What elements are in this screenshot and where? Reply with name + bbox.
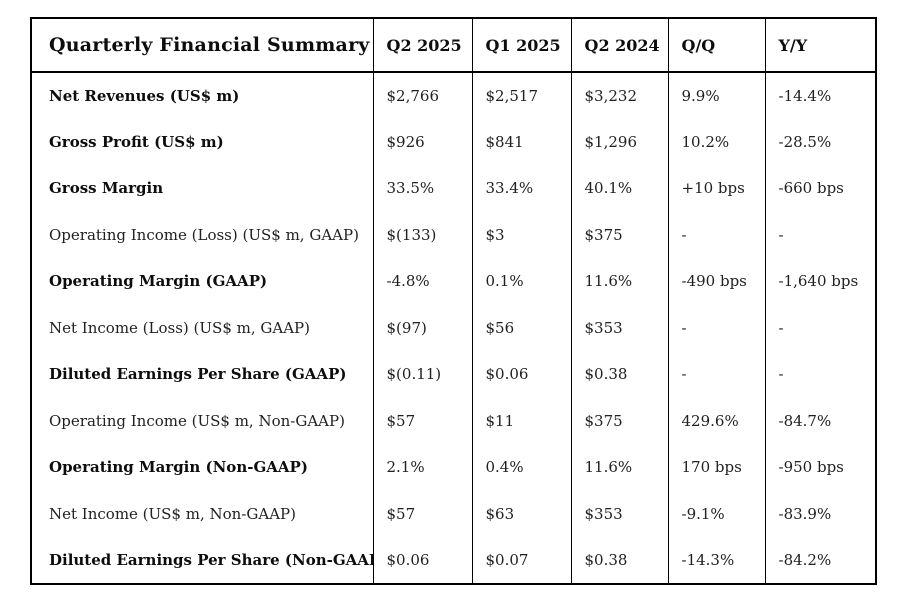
table-row-operating-income-non-gaap: Operating Income (US$ m, Non-GAAP) $57 $… (30, 397, 877, 444)
cell-value: 0.4% (471, 444, 572, 491)
cell-value: - (764, 351, 877, 398)
row-label: Operating Margin (Non-GAAP) (30, 444, 374, 491)
cell-value: +10 bps (667, 165, 766, 212)
cell-value: $2,517 (471, 72, 572, 119)
row-label: Diluted Earnings Per Share (Non-GAAP) (30, 537, 374, 584)
header-row: Quarterly Financial Summary Q2 2025 Q1 2… (30, 18, 877, 73)
cell-value: 40.1% (570, 165, 669, 212)
cell-value: 11.6% (570, 444, 669, 491)
cell-value: 0.1% (471, 258, 572, 305)
cell-value: $3,232 (570, 72, 669, 119)
cell-value: $56 (471, 304, 572, 351)
column-header-q1-2025: Q1 2025 (471, 18, 572, 73)
cell-value: -83.9% (764, 490, 877, 537)
cell-value: -4.8% (372, 258, 473, 305)
column-header-q2-2025: Q2 2025 (372, 18, 473, 73)
table-row-operating-margin-gaap: Operating Margin (GAAP) -4.8% 0.1% 11.6%… (30, 258, 877, 305)
row-label: Operating Income (US$ m, Non-GAAP) (30, 397, 374, 444)
row-label: Gross Margin (30, 165, 374, 212)
cell-value: -9.1% (667, 490, 766, 537)
cell-value: -28.5% (764, 118, 877, 165)
cell-value: - (667, 211, 766, 258)
cell-value: $0.07 (471, 537, 572, 584)
cell-value: -84.7% (764, 397, 877, 444)
cell-value: $0.06 (471, 351, 572, 398)
cell-value: $57 (372, 397, 473, 444)
table-row-net-income-non-gaap: Net Income (US$ m, Non-GAAP) $57 $63 $35… (30, 490, 877, 537)
cell-value: -14.4% (764, 72, 877, 119)
table-row-operating-income-gaap: Operating Income (Loss) (US$ m, GAAP) $(… (30, 211, 877, 258)
quarterly-financial-summary-table: Quarterly Financial Summary Q2 2025 Q1 2… (30, 17, 877, 585)
cell-value: 170 bps (667, 444, 766, 491)
table-row-net-income-gaap: Net Income (Loss) (US$ m, GAAP) $(97) $5… (30, 304, 877, 351)
cell-value: $2,766 (372, 72, 473, 119)
row-label: Net Revenues (US$ m) (30, 72, 374, 119)
cell-value: $1,296 (570, 118, 669, 165)
cell-value: - (764, 304, 877, 351)
cell-value: $0.38 (570, 351, 669, 398)
cell-value: 33.5% (372, 165, 473, 212)
row-label: Net Income (Loss) (US$ m, GAAP) (30, 304, 374, 351)
cell-value: 2.1% (372, 444, 473, 491)
cell-value: - (667, 304, 766, 351)
cell-value: $57 (372, 490, 473, 537)
cell-value: - (667, 351, 766, 398)
cell-value: $353 (570, 304, 669, 351)
cell-value: -660 bps (764, 165, 877, 212)
cell-value: -490 bps (667, 258, 766, 305)
row-label: Net Income (US$ m, Non-GAAP) (30, 490, 374, 537)
column-header-q2-2024: Q2 2024 (570, 18, 669, 73)
cell-value: $0.06 (372, 537, 473, 584)
cell-value: $3 (471, 211, 572, 258)
table-row-net-revenues: Net Revenues (US$ m) $2,766 $2,517 $3,23… (30, 72, 877, 119)
column-header-qoq: Q/Q (667, 18, 766, 73)
cell-value: -1,640 bps (764, 258, 877, 305)
column-header-yoy: Y/Y (764, 18, 877, 73)
cell-value: $(133) (372, 211, 473, 258)
cell-value: $375 (570, 211, 669, 258)
table-row-diluted-eps-gaap: Diluted Earnings Per Share (GAAP) $(0.11… (30, 351, 877, 398)
table-row-gross-margin: Gross Margin 33.5% 33.4% 40.1% +10 bps -… (30, 165, 877, 212)
cell-value: $63 (471, 490, 572, 537)
cell-value: 9.9% (667, 72, 766, 119)
cell-value: 10.2% (667, 118, 766, 165)
cell-value: 429.6% (667, 397, 766, 444)
cell-value: $0.38 (570, 537, 669, 584)
cell-value: -950 bps (764, 444, 877, 491)
cell-value: $(0.11) (372, 351, 473, 398)
row-label: Diluted Earnings Per Share (GAAP) (30, 351, 374, 398)
row-label: Operating Margin (GAAP) (30, 258, 374, 305)
cell-value: 11.6% (570, 258, 669, 305)
cell-value: 33.4% (471, 165, 572, 212)
cell-value: $353 (570, 490, 669, 537)
cell-value: $926 (372, 118, 473, 165)
row-label: Gross Profit (US$ m) (30, 118, 374, 165)
cell-value: - (764, 211, 877, 258)
table-row-diluted-eps-non-gaap: Diluted Earnings Per Share (Non-GAAP) $0… (30, 537, 877, 584)
table-row-operating-margin-non-gaap: Operating Margin (Non-GAAP) 2.1% 0.4% 11… (30, 444, 877, 491)
row-label: Operating Income (Loss) (US$ m, GAAP) (30, 211, 374, 258)
cell-value: $11 (471, 397, 572, 444)
cell-value: -84.2% (764, 537, 877, 584)
cell-value: $375 (570, 397, 669, 444)
cell-value: $841 (471, 118, 572, 165)
cell-value: -14.3% (667, 537, 766, 584)
cell-value: $(97) (372, 304, 473, 351)
table-title: Quarterly Financial Summary (30, 18, 374, 73)
table-row-gross-profit: Gross Profit (US$ m) $926 $841 $1,296 10… (30, 118, 877, 165)
